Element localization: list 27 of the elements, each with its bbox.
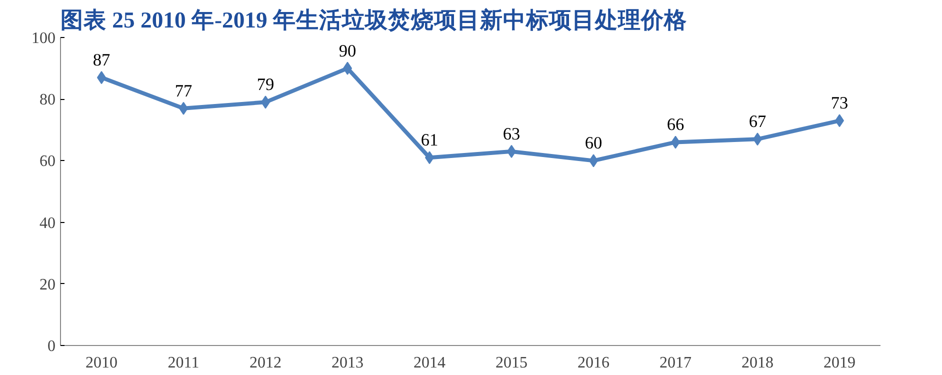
x-tick-label: 2013 <box>332 354 364 372</box>
data-label: 66 <box>666 115 684 134</box>
y-tick-label: 0 <box>48 338 56 355</box>
x-tick-label: 2016 <box>578 354 610 372</box>
y-tick-label: 20 <box>40 276 56 294</box>
chart-title: 图表 25 2010 年-2019 年生活垃圾焚烧项目新中标项目处理价格 <box>60 6 687 32</box>
x-tick-label: 2011 <box>168 354 200 372</box>
data-label: 87 <box>92 50 110 70</box>
data-label: 60 <box>584 134 602 153</box>
y-tick-label: 60 <box>40 153 56 170</box>
data-label: 67 <box>748 112 766 132</box>
x-tick-label: 2010 <box>86 354 118 372</box>
y-tick-label: 100 <box>32 30 56 47</box>
x-tick-label: 2017 <box>660 354 692 372</box>
y-tick-label: 40 <box>40 214 56 232</box>
data-label: 79 <box>256 75 274 94</box>
data-label: 61 <box>420 130 438 150</box>
x-tick-label: 2015 <box>496 354 528 372</box>
data-label: 73 <box>830 94 848 113</box>
y-tick-label: 80 <box>40 92 56 109</box>
x-tick-label: 2018 <box>742 354 774 372</box>
x-tick-label: 2014 <box>414 354 446 372</box>
data-label: 90 <box>338 41 356 60</box>
data-label: 77 <box>174 81 192 100</box>
data-label: 63 <box>502 124 520 144</box>
x-tick-label: 2012 <box>250 354 282 372</box>
x-tick-label: 2019 <box>824 354 856 372</box>
